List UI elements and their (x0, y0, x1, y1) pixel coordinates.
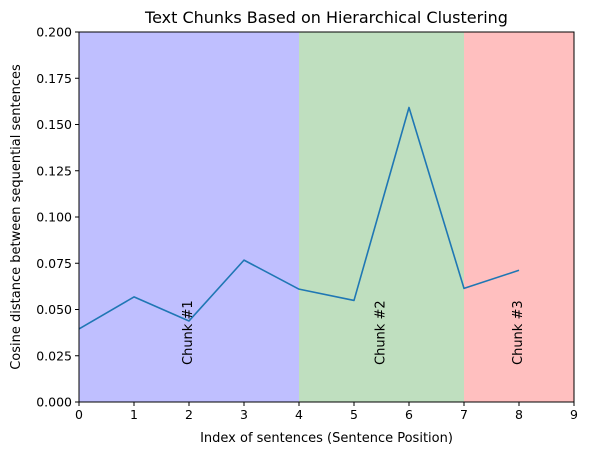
x-tick-label: 3 (240, 407, 248, 422)
y-axis-label: Cosine distance between sequential sente… (9, 64, 24, 370)
y-tick-label: 0.075 (36, 256, 72, 271)
chunk-label-3: Chunk #3 (511, 300, 526, 365)
y-tick-label: 0.200 (36, 25, 72, 40)
y-tick-label: 0.125 (36, 163, 72, 178)
chunk-regions (79, 32, 574, 402)
x-tick-label: 7 (460, 407, 468, 422)
x-tick-label: 8 (515, 407, 523, 422)
x-tick-label: 1 (130, 407, 138, 422)
chart-title: Text Chunks Based on Hierarchical Cluste… (144, 8, 508, 27)
x-tick-label: 0 (75, 407, 83, 422)
y-tick-label: 0.100 (36, 210, 72, 225)
x-tick-label: 9 (570, 407, 578, 422)
x-axis-label: Index of sentences (Sentence Position) (200, 431, 453, 446)
x-tick-label: 5 (350, 407, 358, 422)
series-layer (78, 106, 520, 330)
series-line-1 (78, 106, 520, 330)
chunk-label-2: Chunk #2 (374, 300, 389, 365)
y-tick-label: 0.050 (36, 302, 72, 317)
y-tick-label: 0.175 (36, 71, 72, 86)
chunk-region-3 (464, 32, 574, 402)
chunk-region-2 (299, 32, 464, 402)
chunk-region-1 (79, 32, 299, 402)
y-tick-label: 0.000 (36, 395, 72, 410)
y-tick-label: 0.150 (36, 117, 72, 132)
x-tick-label: 4 (295, 407, 303, 422)
x-axis-ticks: 0 1 2 3 4 5 6 7 8 9 (75, 402, 578, 422)
y-axis-ticks: 0.000 0.025 0.050 0.075 0.100 0.125 0.150 0.175… (36, 25, 79, 410)
x-tick-label: 2 (185, 407, 193, 422)
chunk-label-1: Chunk #1 (181, 300, 196, 365)
y-tick-label: 0.025 (36, 348, 72, 363)
x-tick-label: 6 (405, 407, 413, 422)
chunk-labels: Chunk #1 Chunk #2 Chunk #3 (181, 300, 526, 365)
